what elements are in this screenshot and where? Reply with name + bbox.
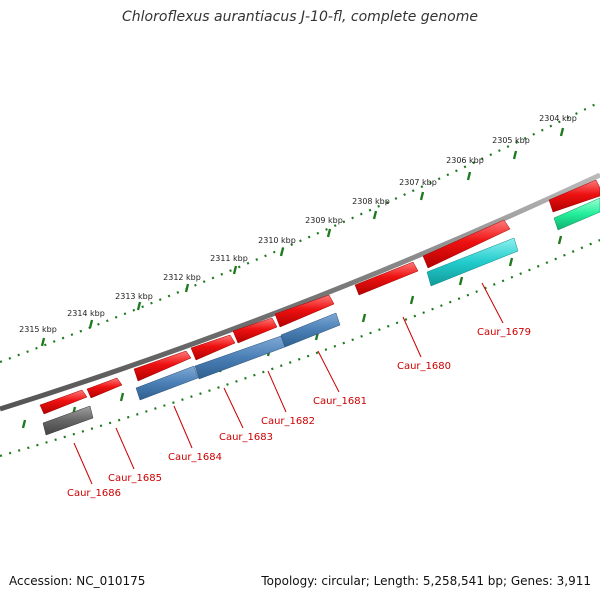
label-caur-1683[interactable]: Caur_1683 bbox=[219, 432, 273, 443]
label-caur-1684[interactable]: Caur_1684 bbox=[168, 452, 222, 463]
label-caur-1681[interactable]: Caur_1681 bbox=[313, 396, 367, 407]
outer-major-tick bbox=[512, 150, 518, 160]
label-caur-1679[interactable]: Caur_1679 bbox=[477, 327, 531, 338]
ruler-label: 2305 kbp bbox=[492, 136, 530, 145]
gene-block-caur-1681[interactable] bbox=[280, 312, 341, 348]
ruler-label: 2306 kbp bbox=[446, 156, 484, 165]
ruler-label: 2308 kbp bbox=[352, 197, 390, 206]
outer-major-tick bbox=[466, 171, 472, 181]
inner-major-tick bbox=[409, 295, 415, 305]
ruler-label: 2309 kbp bbox=[305, 216, 343, 225]
leader-caur-1682 bbox=[267, 370, 287, 413]
gene-arrow-fwd-3[interactable] bbox=[133, 350, 192, 382]
ruler-label: 2313 kbp bbox=[115, 292, 153, 301]
ruler-labels: 2304 kbp 2305 kbp 2306 kbp 2307 kbp 2308 kbp… bbox=[19, 114, 577, 334]
gene-block-caur-1679[interactable] bbox=[426, 237, 519, 287]
leader-caur-1680 bbox=[402, 316, 422, 358]
leader-caur-1684 bbox=[173, 405, 193, 449]
genome-summary-text: Topology: circular; Length: 5,258,541 bp… bbox=[261, 574, 591, 588]
gene-arrow-fwd-1[interactable] bbox=[39, 389, 88, 415]
ruler-label: 2304 kbp bbox=[539, 114, 577, 123]
map-title: Chloroflexus aurantiacus J-10-fl, comple… bbox=[122, 9, 478, 25]
outer-major-ticks bbox=[40, 127, 565, 347]
gene-arrow-fwd-8[interactable] bbox=[422, 219, 511, 269]
outer-major-tick bbox=[279, 247, 285, 257]
label-caur-1682[interactable]: Caur_1682 bbox=[261, 416, 315, 427]
outer-major-tick bbox=[372, 210, 378, 220]
gene-block-caur-1686[interactable] bbox=[42, 405, 94, 436]
gene-arrow-fwd-7[interactable] bbox=[354, 261, 419, 296]
ruler-label: 2307 kbp bbox=[399, 178, 437, 187]
forward-strand-genes bbox=[39, 179, 600, 415]
outer-major-tick bbox=[40, 337, 46, 347]
outer-major-tick bbox=[136, 301, 142, 311]
leader-caur-1685 bbox=[115, 427, 135, 470]
inner-major-tick bbox=[361, 313, 367, 323]
genome-backbone bbox=[0, 172, 600, 412]
label-caur-1680[interactable]: Caur_1680 bbox=[397, 361, 451, 372]
outer-major-tick bbox=[419, 191, 425, 201]
gene-block-green[interactable] bbox=[553, 197, 600, 231]
outer-major-tick bbox=[232, 265, 238, 275]
leader-caur-1679 bbox=[481, 282, 504, 324]
leader-caur-1686 bbox=[73, 442, 93, 485]
outer-major-tick bbox=[184, 283, 190, 293]
leader-caur-1681 bbox=[317, 350, 340, 393]
outer-major-tick bbox=[326, 228, 332, 238]
inner-major-tick bbox=[119, 392, 125, 402]
leader-caur-1683 bbox=[223, 387, 244, 429]
gene-arrow-fwd-5[interactable] bbox=[232, 317, 278, 344]
ruler-label: 2314 kbp bbox=[67, 309, 105, 318]
inner-major-tick bbox=[557, 235, 563, 245]
gene-arrow-fwd-4[interactable] bbox=[190, 334, 236, 361]
outer-tick-ring bbox=[0, 101, 600, 364]
gene-arrow-fwd-9[interactable] bbox=[548, 179, 600, 213]
reverse-strand-genes bbox=[42, 197, 600, 436]
inner-major-tick bbox=[458, 276, 464, 286]
gene-labels: Caur_1679 Caur_1680 Caur_1681 Caur_1682 … bbox=[67, 327, 531, 499]
ruler-label: 2310 kbp bbox=[258, 236, 296, 245]
label-caur-1685[interactable]: Caur_1685 bbox=[108, 473, 162, 484]
inner-major-tick bbox=[21, 419, 27, 429]
gene-block-caur-1684[interactable] bbox=[135, 365, 199, 401]
label-caur-1686[interactable]: Caur_1686 bbox=[67, 488, 121, 499]
inner-major-tick bbox=[508, 257, 514, 267]
accession-text: Accession: NC_010175 bbox=[9, 574, 146, 588]
inner-tick-ring bbox=[0, 238, 600, 458]
gene-arrow-fwd-6[interactable] bbox=[274, 294, 335, 328]
outer-major-tick bbox=[88, 319, 94, 329]
ruler-label: 2312 kbp bbox=[163, 273, 201, 282]
outer-major-tick bbox=[559, 127, 565, 137]
ruler-label: 2311 kbp bbox=[210, 254, 248, 263]
gene-label-leaders bbox=[73, 282, 504, 485]
gene-arrow-fwd-2[interactable] bbox=[86, 377, 123, 399]
ruler-label: 2315 kbp bbox=[19, 325, 57, 334]
